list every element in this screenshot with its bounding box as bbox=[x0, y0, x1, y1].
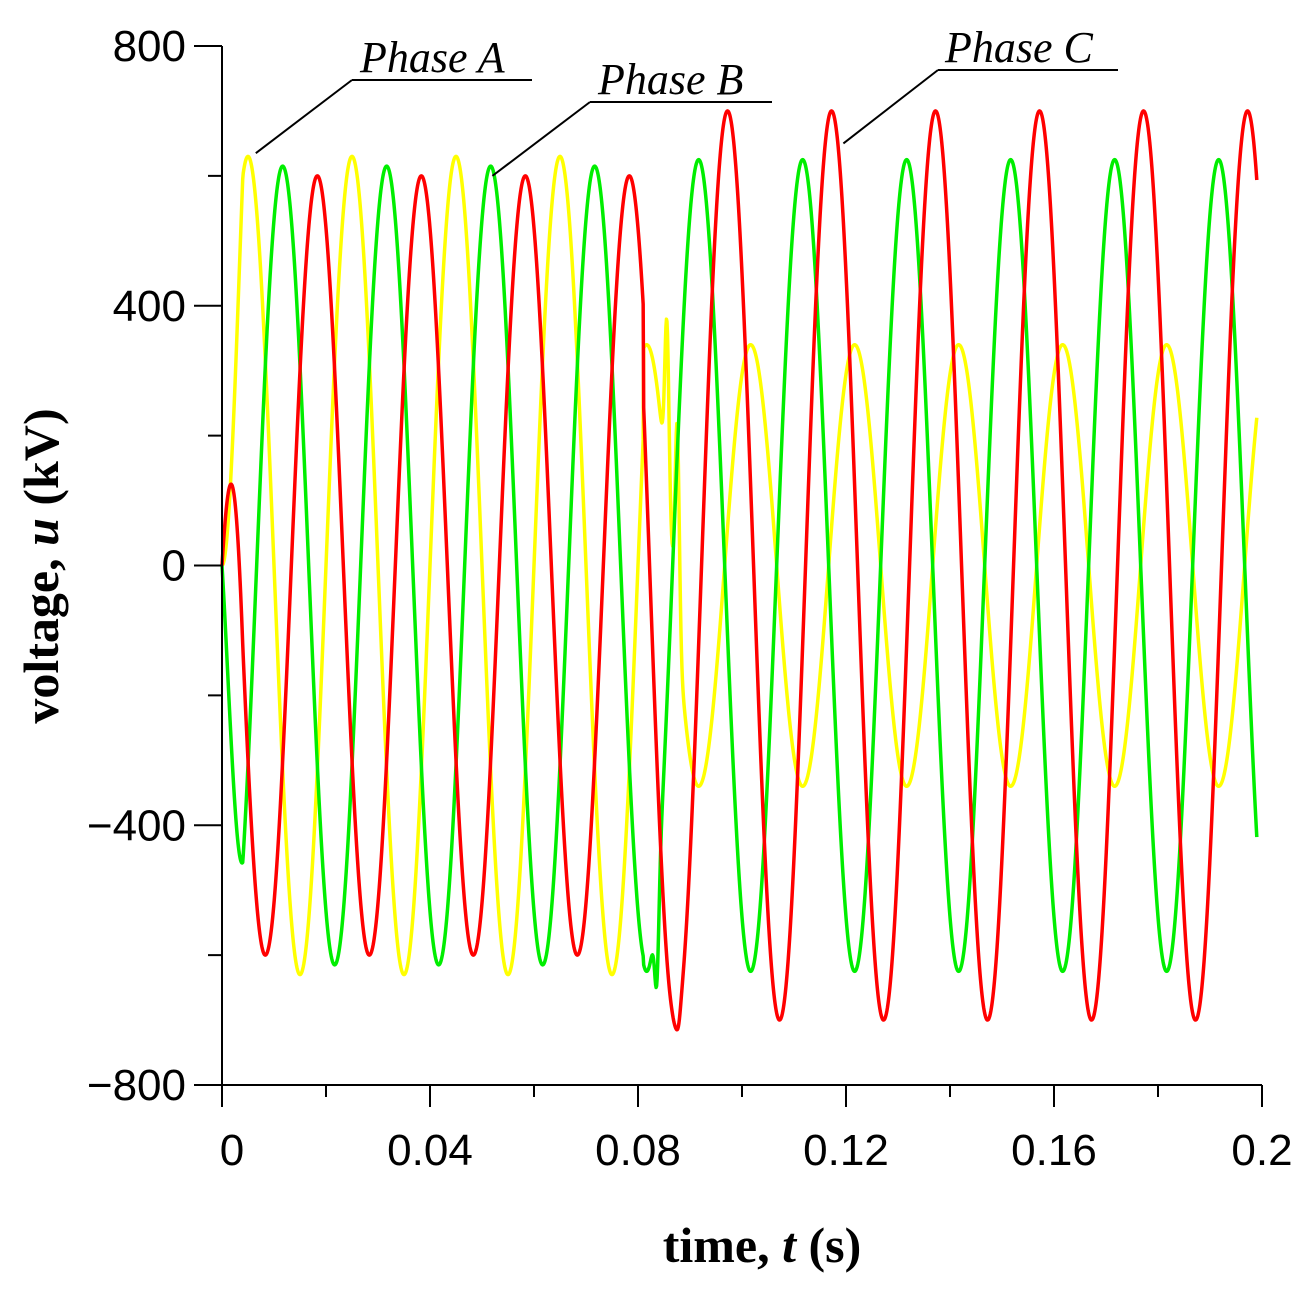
x-tick-label: 0.08 bbox=[595, 1126, 681, 1175]
leader-line bbox=[491, 101, 591, 177]
series-line-phase-c bbox=[220, 109, 1259, 1032]
leader-line bbox=[842, 69, 939, 145]
x-tick-label: 0 bbox=[220, 1126, 244, 1175]
series-lines bbox=[220, 109, 1259, 1032]
annotation-phase-b: Phase B bbox=[491, 55, 772, 177]
series-line-phase-b bbox=[220, 157, 1259, 990]
x-tick-label: 0.2 bbox=[1231, 1126, 1292, 1175]
annotations: Phase A Phase B Phase C bbox=[255, 23, 1118, 177]
leader-line bbox=[255, 79, 353, 154]
y-tick-label: 0 bbox=[162, 542, 186, 591]
annotation-label: Phase C bbox=[944, 23, 1094, 72]
annotation-label: Phase B bbox=[597, 55, 743, 104]
annotation-phase-a: Phase A bbox=[255, 33, 532, 154]
y-tick-label: 800 bbox=[113, 22, 186, 71]
y-axis-title: voltage, u (kV) bbox=[13, 408, 69, 723]
y-tick-label: −800 bbox=[87, 1061, 186, 1110]
x-tick-label: 0.04 bbox=[387, 1126, 473, 1175]
annotation-phase-c: Phase C bbox=[842, 23, 1118, 145]
x-tick-label: 0.16 bbox=[1011, 1126, 1097, 1175]
y-tick-label: −400 bbox=[87, 801, 186, 850]
y-tick-label: 400 bbox=[113, 282, 186, 331]
axes: 800 400 0 −400 −800 0 0.04 0.08 0.12 0.16 0.2 bbox=[87, 22, 1293, 1175]
x-tick-label: 0.12 bbox=[803, 1126, 889, 1175]
series-line-phase-a bbox=[220, 154, 1259, 977]
x-axis-title: time, t (s) bbox=[663, 1217, 862, 1273]
annotation-label: Phase A bbox=[359, 33, 506, 82]
